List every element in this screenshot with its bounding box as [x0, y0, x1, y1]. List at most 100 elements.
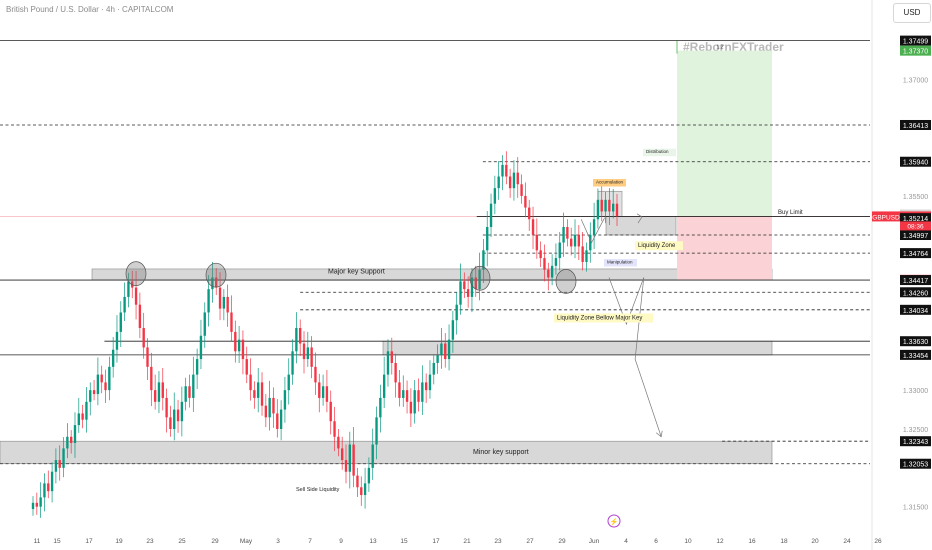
touch-circle: [469, 265, 491, 291]
liquidity-zone-label-bg: [635, 241, 683, 251]
candle-body: [402, 390, 405, 398]
buy-limit-label: Buy Limit: [778, 210, 803, 216]
candle-body: [81, 413, 84, 420]
currency-button[interactable]: USD: [893, 3, 931, 23]
sell-side-label: Sell Side Liquidity: [296, 487, 340, 493]
candle-body: [279, 409, 283, 429]
price-tag-1-33000: 1.33000: [903, 388, 928, 395]
candle-body: [73, 425, 77, 443]
candle-body: [375, 417, 378, 445]
price-tag-bg: [900, 156, 931, 167]
candle-body: [398, 382, 401, 398]
candle-body: [482, 250, 485, 270]
x-tick-label: 21: [463, 538, 471, 545]
sell-scenario-path: [608, 277, 662, 437]
price-tag-1-35214: 1.35214: [903, 216, 928, 223]
candle-body: [66, 436, 69, 449]
candle-body: [276, 413, 279, 429]
minor-support-label: Minor key support: [473, 449, 529, 456]
candle-body: [58, 460, 61, 468]
touch-circle: [125, 261, 147, 286]
zone-liquidity-zone: [605, 216, 677, 236]
candle-body: [89, 390, 92, 402]
accumulation-label-bg: [593, 178, 626, 187]
price-tag-1-37370: 1.37370: [903, 49, 928, 56]
x-tick-label: 25: [178, 538, 186, 545]
candle-body: [69, 436, 73, 443]
liquidity-below-label: Liquidity Zone Bellow Major Key: [557, 315, 642, 321]
price-tag-1-33630: 1.33630: [903, 339, 928, 346]
candle-body: [478, 269, 481, 290]
candle-body: [321, 386, 325, 398]
candle-body: [497, 176, 500, 189]
candle-body: [409, 401, 413, 414]
candle-body: [268, 397, 271, 418]
touch-circle: [555, 269, 577, 294]
candle-body: [35, 502, 39, 507]
price-tag-bg: [900, 35, 931, 46]
x-tick-label: 13: [369, 538, 377, 545]
candle-body: [111, 349, 115, 367]
price-tag-bg: [900, 45, 931, 56]
candle-body: [596, 199, 600, 220]
candle-body: [134, 287, 138, 305]
major-support-label: Major key Support: [328, 269, 385, 276]
candle-body: [581, 246, 584, 262]
x-tick-label: 4: [624, 538, 628, 545]
candle-body: [142, 328, 145, 348]
target-zone: [677, 50, 772, 217]
candle-body: [318, 382, 321, 398]
candle-body: [104, 382, 107, 391]
candle-body: [272, 397, 275, 414]
candle-body: [371, 444, 374, 468]
price-tag-1-33454: 1.33454: [903, 353, 928, 360]
candle-body: [474, 277, 477, 290]
candle-body: [512, 172, 516, 189]
candle-body: [585, 250, 588, 262]
arrow-head: [636, 213, 643, 224]
candle-body: [615, 203, 619, 217]
candle-body: [444, 343, 447, 360]
candle-body: [344, 460, 348, 472]
candle-body: [501, 164, 504, 177]
candle-body: [43, 483, 46, 498]
candle-body: [138, 304, 142, 328]
candle-body: [291, 351, 294, 375]
candle-body: [253, 390, 256, 398]
x-tick-label: 18: [780, 538, 788, 545]
candle-body: [424, 382, 428, 391]
candle-body: [77, 413, 80, 426]
x-tick-label: 3: [276, 538, 280, 545]
candle-body: [566, 227, 569, 239]
candle-body: [192, 374, 195, 398]
candle-body: [310, 347, 313, 367]
candle-body: [146, 347, 149, 367]
price-tag-bg: [900, 119, 931, 130]
candle-body: [520, 184, 523, 196]
candle-body: [428, 374, 432, 391]
candle-body: [302, 343, 306, 360]
candle-body: [85, 401, 88, 420]
price-tag-1-37499: 1.37499: [903, 39, 928, 46]
candle-body: [207, 289, 210, 313]
price-tag-bg: [900, 275, 931, 286]
candle-body: [165, 397, 168, 418]
watermark: #RebornFXTrader: [683, 40, 784, 54]
candle-body: [386, 351, 390, 375]
candle-body: [329, 401, 332, 422]
candle-body: [417, 390, 420, 402]
candle-body: [577, 234, 581, 247]
x-tick-label: 15: [400, 538, 408, 545]
candle-body: [226, 296, 229, 313]
touch-circle: [205, 262, 227, 288]
candle-body: [455, 304, 458, 321]
x-tick-label: 6: [654, 538, 658, 545]
x-tick-label: 10: [684, 538, 692, 545]
candle-body: [100, 374, 103, 383]
price-tag-bg: [900, 458, 931, 469]
x-tick-label: 16: [748, 538, 756, 545]
candle-body: [119, 312, 122, 332]
countdown-bg: [900, 221, 931, 231]
symbol-tag: GBPUSD: [872, 214, 900, 221]
